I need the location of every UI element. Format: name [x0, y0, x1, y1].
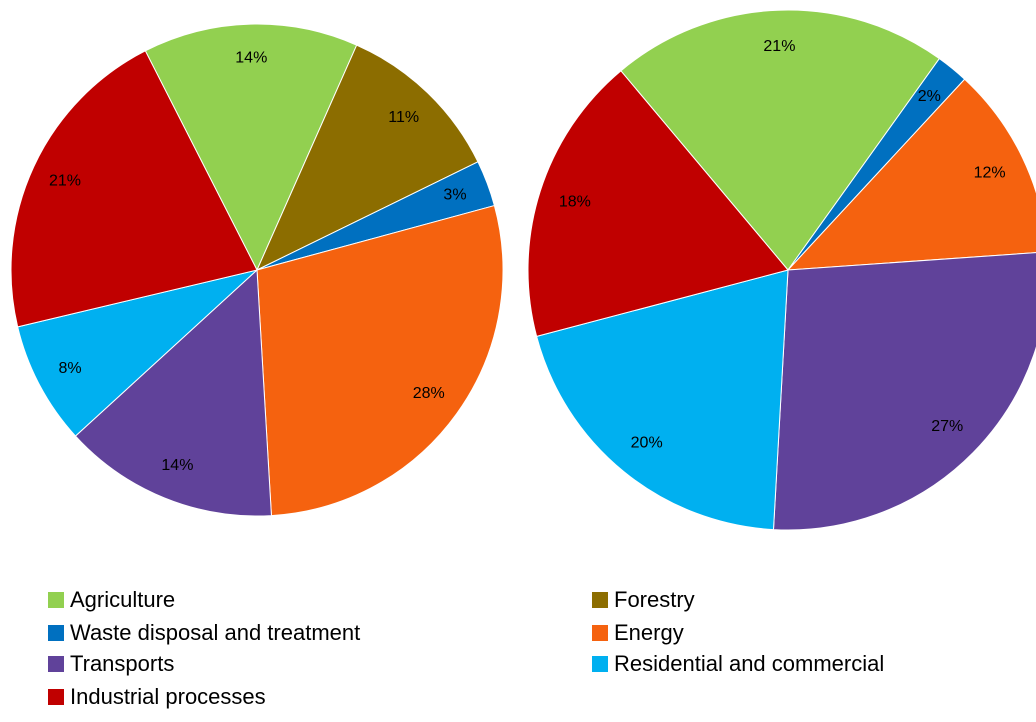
legend-swatch: [48, 689, 64, 705]
legend-label: Waste disposal and treatment: [70, 620, 360, 645]
data-label: 21%: [49, 172, 81, 189]
legend-label: Industrial processes: [70, 684, 266, 709]
legend-label: Energy: [614, 620, 684, 645]
pie-slice: [144, 23, 358, 272]
data-label: 28%: [413, 385, 445, 402]
pie-slice: [10, 50, 258, 328]
pie-slice: [786, 78, 1036, 271]
data-label: 20%: [631, 434, 663, 451]
data-label: 3%: [443, 187, 466, 204]
pie-slice: [620, 9, 941, 271]
data-label: 14%: [161, 457, 193, 474]
legend-swatch: [48, 625, 64, 641]
data-label: 18%: [559, 194, 591, 211]
legend-label: Agriculture: [70, 587, 175, 612]
data-label: 27%: [931, 418, 963, 435]
pie-slice: [255, 44, 479, 272]
data-label: 14%: [235, 50, 267, 67]
pie-slice: [74, 268, 272, 517]
legend-swatch: [48, 656, 64, 672]
pie-slice: [536, 269, 789, 531]
legend-label: Forestry: [614, 587, 695, 612]
pie-slice: [772, 252, 1036, 531]
legend-swatch: [592, 656, 608, 672]
pie-slice: [17, 269, 259, 437]
legend-label: Residential and commercial: [614, 651, 884, 676]
data-label: 12%: [974, 165, 1006, 182]
data-label: 8%: [58, 360, 81, 377]
data-label: 2%: [918, 88, 941, 105]
data-label: 21%: [763, 38, 795, 55]
data-label: 11%: [388, 109, 419, 126]
legend-label: Transports: [70, 651, 174, 676]
legend-swatch: [592, 592, 608, 608]
legend-swatch: [592, 625, 608, 641]
pie-slice: [256, 204, 504, 517]
legend-swatch: [48, 592, 64, 608]
pie-slice: [527, 70, 789, 338]
